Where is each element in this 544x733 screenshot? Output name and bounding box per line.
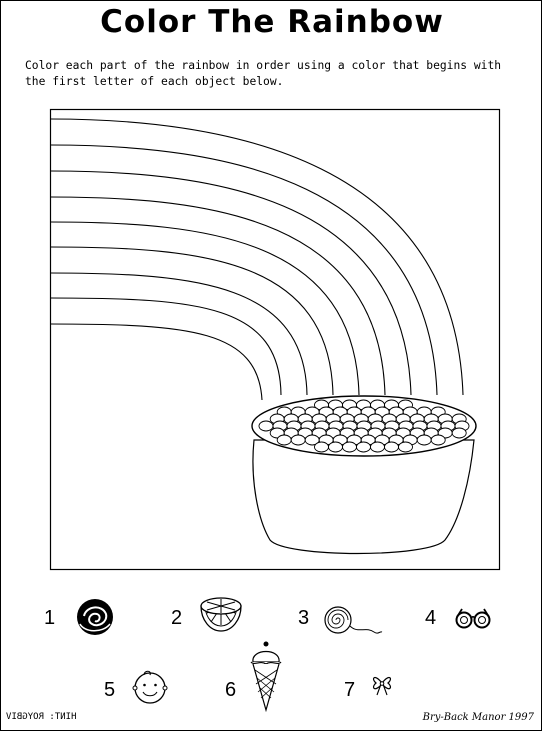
gold-coin — [356, 441, 371, 453]
gold-coin — [328, 441, 343, 453]
rainbow-arc-5 — [49, 221, 360, 396]
ice-cream-cone-icon — [250, 641, 282, 712]
item-number-6: 6 — [225, 679, 237, 701]
orange-slice-icon — [200, 597, 242, 632]
bow-icon — [372, 676, 392, 696]
page-title: Color The Rainbow — [100, 4, 444, 40]
glasses-icon — [455, 608, 491, 629]
gold-coin — [342, 441, 357, 453]
item-number-1: 1 — [44, 607, 56, 629]
gold-coin — [398, 441, 413, 453]
gold-coin — [258, 420, 274, 432]
pot-of-gold — [251, 395, 477, 555]
item-number-3: 3 — [298, 607, 310, 629]
gold-coin — [370, 441, 385, 453]
rainbow-arcs — [49, 118, 464, 401]
picture-frame — [49, 108, 501, 571]
item-number-7: 7 — [344, 679, 356, 701]
gold-coin — [314, 441, 329, 453]
gold-coin — [430, 434, 446, 446]
gold-coin — [276, 434, 292, 446]
gold-coin — [290, 434, 306, 446]
gold-coin — [416, 434, 432, 446]
instructions-text: Color each part of the rainbow in order … — [25, 59, 502, 88]
rainbow-arc-7 — [49, 272, 308, 396]
yarn-ball-icon — [324, 606, 383, 634]
rainbow-arc-2 — [49, 144, 438, 396]
item-number-5: 5 — [104, 679, 116, 701]
item-number-4: 4 — [425, 607, 437, 629]
rainbow-arc-4 — [49, 196, 386, 396]
rainbow-arc-8 — [49, 297, 282, 396]
rose-icon — [77, 599, 113, 635]
item-number-2: 2 — [171, 607, 183, 629]
rainbow-arc-9 — [49, 323, 263, 401]
gold-coin — [451, 427, 467, 439]
gold-coins — [258, 399, 470, 453]
gold-coin — [384, 441, 399, 453]
rainbow-arc-1 — [49, 118, 464, 396]
pot-body — [252, 439, 475, 555]
rainbow-arc-3 — [49, 170, 412, 396]
hint-text-mirrored: HINT: ROYGBIV — [6, 712, 77, 722]
baby-face-icon — [132, 670, 168, 704]
credit-text: Bry-Back Manor 1997 — [422, 712, 534, 723]
rainbow-arc-6 — [49, 246, 334, 396]
